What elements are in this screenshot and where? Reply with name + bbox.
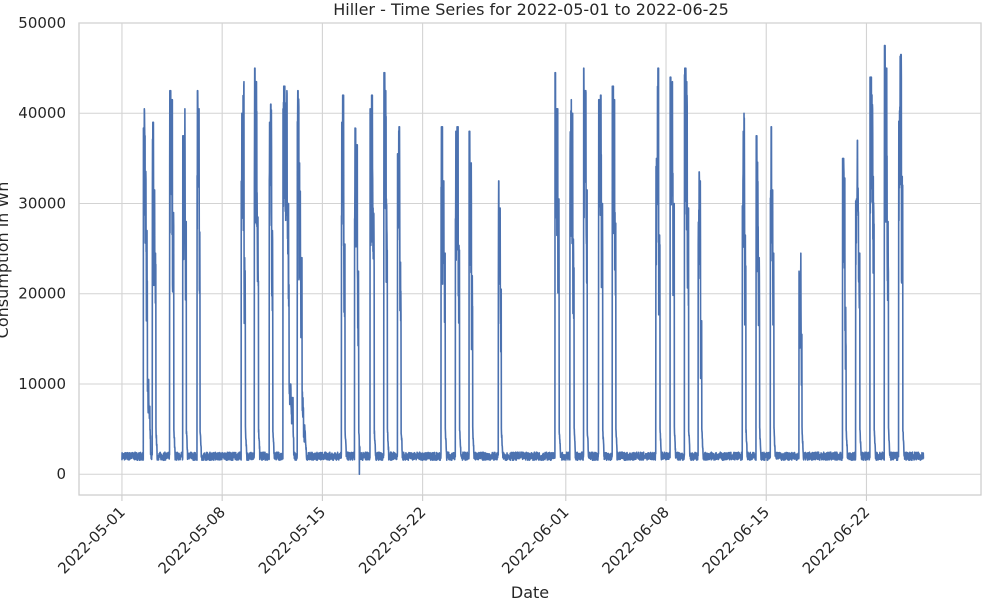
y-tick-label: 10000 xyxy=(18,375,66,393)
x-tick-label: 2022-06-15 xyxy=(699,503,773,577)
consumption-series-line xyxy=(121,44,925,476)
grid-lines xyxy=(79,22,981,501)
x-tick-labels: 2022-05-01 2022-05-08 2022-05-15 2022-05-22… xyxy=(54,503,873,577)
y-tick-label: 30000 xyxy=(18,194,66,212)
y-tick-label: 50000 xyxy=(18,14,66,32)
x-tick-label: 2022-05-08 xyxy=(155,503,229,577)
y-tick-label: 0 xyxy=(56,465,66,483)
x-tick-label: 2022-05-01 xyxy=(54,503,128,577)
chart-title: Hiller - Time Series for 2022-05-01 to 2… xyxy=(333,0,729,19)
plot-area xyxy=(78,22,982,496)
x-tick-label: 2022-05-15 xyxy=(255,503,329,577)
x-tick-label: 2022-06-01 xyxy=(498,503,572,577)
y-tick-labels: 0 10000 20000 30000 40000 50000 xyxy=(18,14,66,483)
x-axis-label: Date xyxy=(511,583,549,600)
series-layer xyxy=(121,44,925,476)
y-tick-label: 20000 xyxy=(18,285,66,303)
x-tick-label: 2022-05-22 xyxy=(355,503,429,577)
x-tick-label: 2022-06-08 xyxy=(598,503,672,577)
x-tick-label: 2022-06-22 xyxy=(799,503,873,577)
y-tick-label: 40000 xyxy=(18,104,66,122)
y-axis-label: Consumption in Wh xyxy=(0,182,12,339)
